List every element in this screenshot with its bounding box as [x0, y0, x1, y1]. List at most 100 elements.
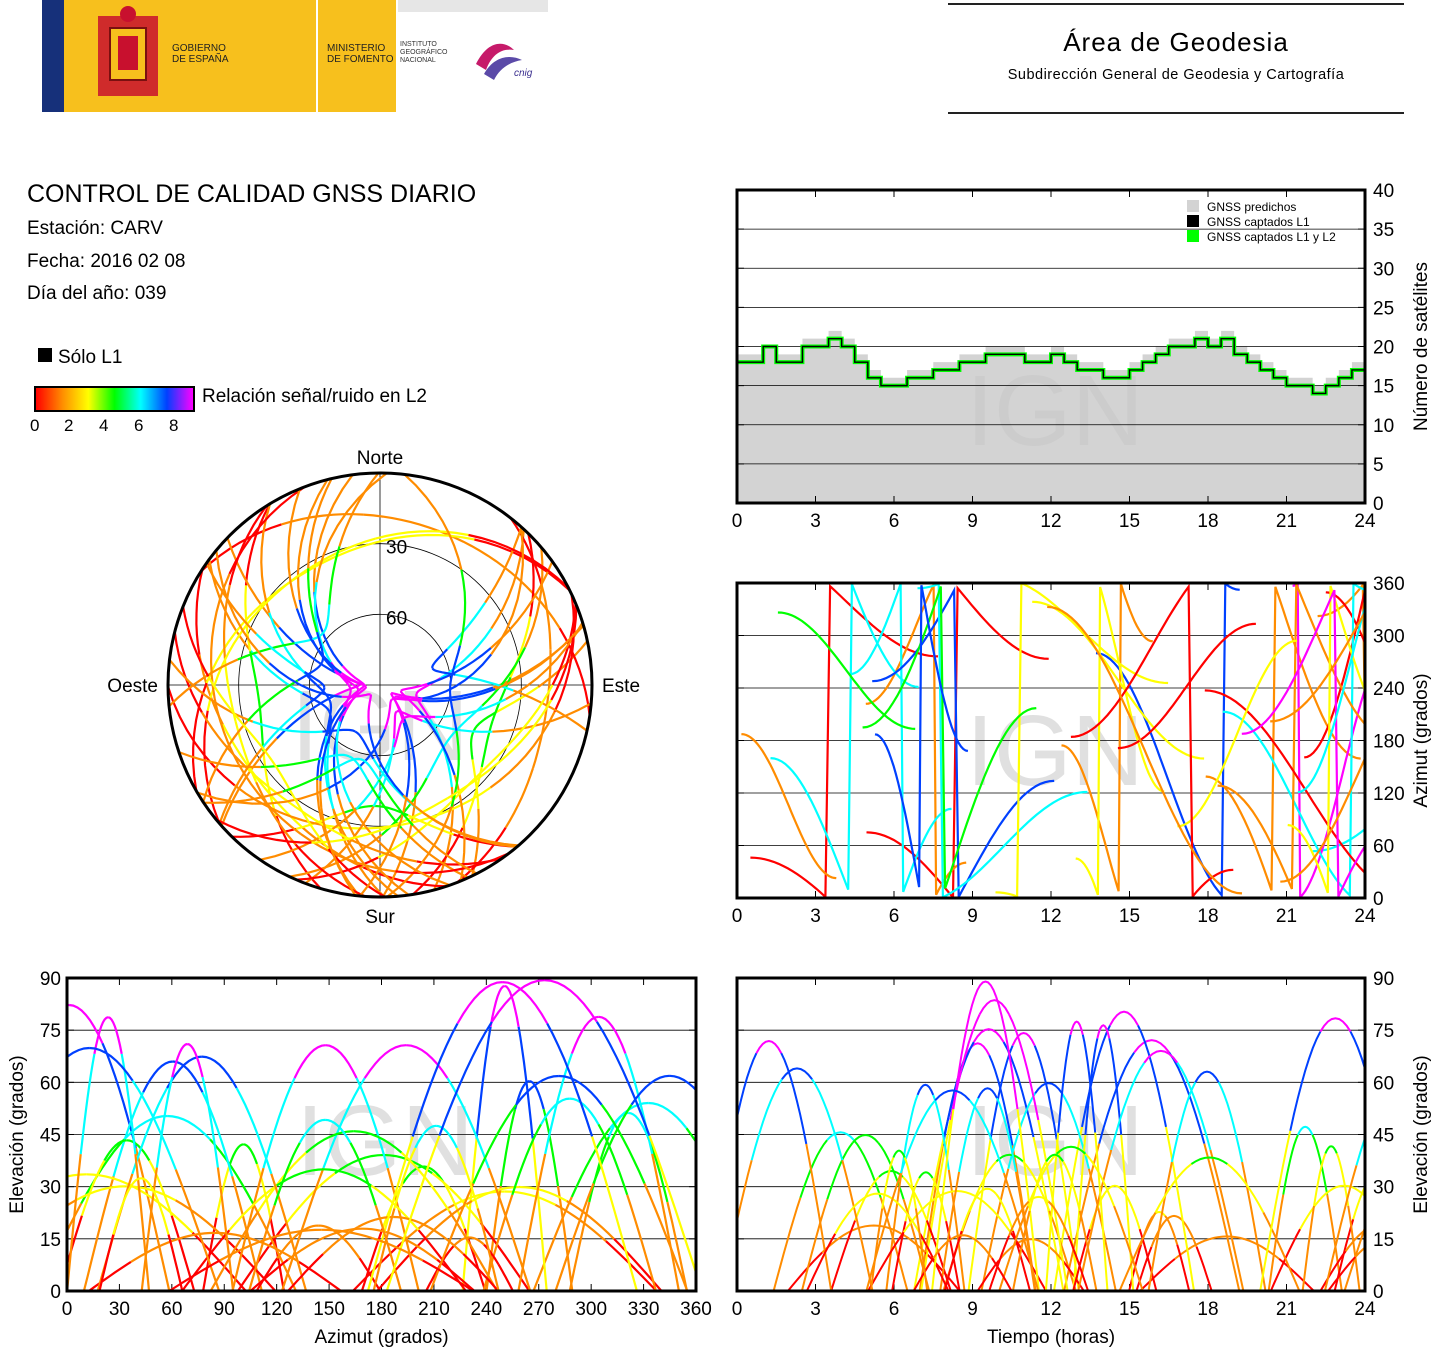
- satellite-track: [1312, 827, 1365, 853]
- logo-top-rule: [398, 0, 548, 12]
- satellite-track: [276, 1233, 299, 1259]
- satellite-track: [438, 1021, 493, 1136]
- satellite-track: [446, 759, 502, 800]
- satellite-track: [412, 824, 478, 875]
- satellite-track: [540, 1097, 570, 1125]
- page-title: CONTROL DE CALIDAD GNSS DIARIO: [27, 180, 477, 208]
- y-tick-label: 75: [40, 1021, 61, 1042]
- satellite-track: [912, 1257, 935, 1291]
- track-group: [741, 583, 1365, 898]
- satellite-track: [1069, 1020, 1084, 1035]
- y-tick-label: 20: [1373, 338, 1394, 359]
- satellite-track: [595, 1021, 651, 1136]
- satellite-track: [461, 1138, 478, 1291]
- satellite-track: [1381, 1131, 1411, 1291]
- satellite-track: [600, 1104, 646, 1184]
- satellite-track: [305, 687, 326, 707]
- satellite-track: [502, 981, 549, 1025]
- y-axis-label: Elevación (grados): [1411, 1055, 1432, 1213]
- satellite-track: [504, 767, 535, 829]
- satellite-track: [93, 1016, 109, 1055]
- satellite-track: [1135, 1246, 1153, 1291]
- satellite-track: [918, 1171, 934, 1179]
- satellite-track: [349, 801, 451, 887]
- satellite-track: [811, 1078, 844, 1161]
- satellite-track: [519, 1185, 568, 1202]
- west-label: Oeste: [107, 676, 158, 697]
- satellite-track: [360, 1228, 384, 1291]
- satellite-track: [1355, 1134, 1365, 1166]
- x-tick-label: 360: [680, 1299, 712, 1320]
- satellite-track: [805, 1143, 833, 1291]
- ministerio-logo-block: MINISTERIO DE FOMENTO: [318, 0, 396, 112]
- satellite-track: [772, 1197, 802, 1291]
- satellite-track: [1325, 591, 1365, 646]
- satellite-track: [566, 1200, 615, 1240]
- satellite-track: [1304, 588, 1365, 759]
- satellite-track: [1371, 1223, 1396, 1226]
- satellite-track: [297, 661, 324, 682]
- x-tick-label: 0: [732, 1299, 743, 1320]
- satellite-track: [841, 1159, 874, 1291]
- satellite-track: [1409, 1219, 1428, 1291]
- x-tick-label: 0: [62, 1299, 73, 1320]
- y-tick-label: 15: [1373, 1230, 1394, 1251]
- satellite-track: [542, 1108, 560, 1187]
- satellite-track: [355, 746, 396, 810]
- satellite-track: [427, 1225, 465, 1255]
- y-tick-label: 15: [1373, 377, 1394, 398]
- satellite-track: [334, 757, 361, 770]
- y-tick-label: 25: [1373, 298, 1394, 319]
- satellite-track: [75, 1185, 126, 1202]
- satellite-track: [362, 1227, 401, 1239]
- satellite-track: [1139, 1258, 1176, 1291]
- satellite-track: [1204, 689, 1365, 875]
- satellite-track: [362, 866, 447, 888]
- satellite-track: [366, 779, 403, 829]
- satellite-track: [925, 1220, 952, 1291]
- satellite-track: [255, 781, 297, 846]
- satellite-track: [168, 1259, 221, 1291]
- gobierno-logo-block: GOBIERNO DE ESPAÑA: [64, 0, 316, 112]
- x-tick-label: 21: [1276, 906, 1297, 927]
- satellite-track: [319, 706, 347, 782]
- satellite-track: [878, 1169, 904, 1178]
- satellite-track: [867, 1231, 905, 1291]
- satellite-track: [651, 1153, 680, 1291]
- satellite-track: [201, 1055, 238, 1089]
- satellite-track: [914, 1208, 929, 1291]
- satellite-track: [591, 1136, 638, 1291]
- satellite-track: [1292, 583, 1365, 898]
- satellite-track: [492, 702, 592, 733]
- y-tick-label: 90: [1373, 969, 1394, 990]
- satellite-track: [338, 473, 380, 547]
- satellite-track: [932, 1094, 950, 1170]
- satellite-track: [1011, 1210, 1031, 1291]
- satellite-track: [483, 1243, 500, 1265]
- y-tick-label: 45: [1373, 1126, 1394, 1147]
- x-tick-label: 18: [1197, 906, 1218, 927]
- x-tick-label: 9: [967, 1299, 978, 1320]
- satellite-track: [89, 1046, 134, 1082]
- satellite-track: [315, 631, 325, 663]
- satellite-track: [1026, 1153, 1058, 1207]
- track-group: [168, 473, 592, 897]
- satellite-track: [345, 686, 368, 708]
- satellite-track: [874, 585, 969, 888]
- satellite-track: [628, 1111, 649, 1138]
- satellite-track: [218, 747, 263, 824]
- satellite-track: [268, 662, 342, 698]
- satellite-track: [278, 626, 337, 674]
- satellite-track: [270, 759, 297, 801]
- satellite-track: [367, 723, 405, 797]
- satellite-track: [200, 523, 282, 573]
- satellite-track: [252, 1202, 297, 1291]
- satellite-track: [236, 1222, 288, 1291]
- satellite-track: [1343, 1224, 1365, 1291]
- satellite-track: [475, 1026, 492, 1139]
- satellite-track: [546, 1022, 594, 1137]
- satellite-track: [494, 623, 584, 691]
- satellite-track: [313, 591, 344, 667]
- satellite-track: [386, 1167, 420, 1291]
